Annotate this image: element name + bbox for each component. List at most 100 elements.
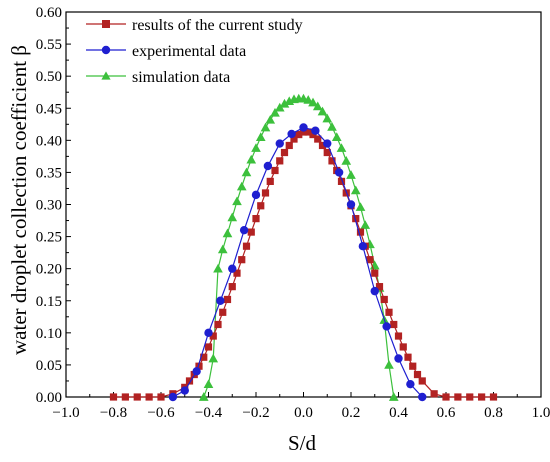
data-point xyxy=(204,343,213,351)
data-point xyxy=(350,185,361,195)
data-point xyxy=(454,393,462,401)
data-point xyxy=(285,141,293,150)
data-point xyxy=(290,135,298,143)
data-point xyxy=(227,212,238,222)
data-point xyxy=(246,154,257,164)
data-point xyxy=(318,141,327,150)
legend-marker xyxy=(101,71,111,80)
data-point xyxy=(217,244,228,254)
data-point xyxy=(204,328,213,338)
data-point xyxy=(413,370,422,379)
x-tick-label: −1.0 xyxy=(52,405,79,421)
data-point xyxy=(404,353,412,361)
data-point xyxy=(214,320,222,329)
x-tick-label: −0.4 xyxy=(195,405,223,421)
data-point xyxy=(466,393,474,401)
data-point xyxy=(366,256,374,264)
data-point xyxy=(399,343,407,351)
data-point xyxy=(370,286,379,296)
x-tick-label: −0.8 xyxy=(100,405,127,421)
data-point xyxy=(358,242,368,251)
data-point xyxy=(276,157,284,165)
y-tick-label: 0.15 xyxy=(36,294,62,310)
data-point xyxy=(185,377,194,385)
data-point xyxy=(280,148,289,157)
data-point xyxy=(317,106,328,116)
data-point xyxy=(232,196,242,206)
data-point xyxy=(287,129,296,139)
y-tick-label: 0.60 xyxy=(36,5,62,21)
data-point xyxy=(394,354,403,363)
legend-marker xyxy=(101,45,111,55)
data-point xyxy=(360,220,371,229)
x-tick-label: 0.6 xyxy=(437,405,456,421)
x-tick-label: 0.2 xyxy=(342,405,361,421)
data-point xyxy=(334,168,344,177)
x-tick-label: 0.8 xyxy=(484,405,503,421)
data-point xyxy=(380,295,388,304)
data-point xyxy=(275,139,284,148)
data-point xyxy=(312,101,323,111)
data-point xyxy=(295,130,303,139)
data-point xyxy=(356,228,365,236)
data-point xyxy=(109,393,118,401)
x-tick-label: 0.0 xyxy=(294,405,313,421)
data-point xyxy=(261,189,270,197)
data-point xyxy=(213,263,223,273)
data-point xyxy=(418,377,426,385)
data-point xyxy=(239,225,249,235)
data-point xyxy=(375,283,384,291)
data-point xyxy=(195,362,203,370)
data-point xyxy=(192,367,201,376)
data-point xyxy=(203,379,214,389)
data-point xyxy=(255,132,266,141)
y-tick-label: 0.05 xyxy=(36,358,62,374)
y-axis-title: water droplet collection coefficient β xyxy=(7,45,31,355)
data-point xyxy=(327,122,337,131)
data-point xyxy=(336,143,347,152)
series-triangle xyxy=(198,93,399,401)
data-point xyxy=(200,353,208,361)
data-point xyxy=(322,113,333,123)
legend-label: experimental data xyxy=(132,43,246,60)
x-tick-label: 1.0 xyxy=(532,405,550,421)
data-point xyxy=(355,202,366,211)
data-point xyxy=(247,228,255,236)
data-point xyxy=(251,190,261,200)
data-point xyxy=(219,308,227,316)
legend: results of the current study experimental… xyxy=(86,17,303,86)
data-point xyxy=(304,128,312,136)
data-point xyxy=(346,200,356,209)
data-point xyxy=(236,181,247,191)
data-point xyxy=(180,386,189,395)
data-point xyxy=(251,143,261,152)
data-point xyxy=(252,215,260,223)
data-point xyxy=(198,392,209,401)
data-point xyxy=(311,126,320,135)
data-point xyxy=(299,123,308,132)
data-point xyxy=(371,269,379,277)
y-tick-label: 0.30 xyxy=(36,198,62,214)
data-point xyxy=(263,161,273,171)
data-point xyxy=(323,139,332,148)
y-tick-label: 0.10 xyxy=(36,326,62,342)
y-tick-label: 0.45 xyxy=(36,101,62,117)
data-point xyxy=(223,295,232,304)
data-point xyxy=(406,379,415,389)
data-point xyxy=(430,390,438,398)
data-point xyxy=(331,132,342,141)
data-point xyxy=(394,332,403,340)
y-tick-label: 0.50 xyxy=(36,69,62,85)
x-tick-label: −0.2 xyxy=(242,405,269,421)
x-tick-label: −0.6 xyxy=(147,405,175,421)
data-point xyxy=(208,353,219,363)
y-tick-label: 0.00 xyxy=(36,390,62,406)
data-point xyxy=(168,392,178,402)
data-point xyxy=(228,264,237,273)
data-point xyxy=(265,114,276,124)
data-point xyxy=(145,393,153,401)
y-tick-label: 0.40 xyxy=(36,133,62,149)
y-tick-label: 0.35 xyxy=(36,165,62,181)
data-point xyxy=(409,362,417,370)
